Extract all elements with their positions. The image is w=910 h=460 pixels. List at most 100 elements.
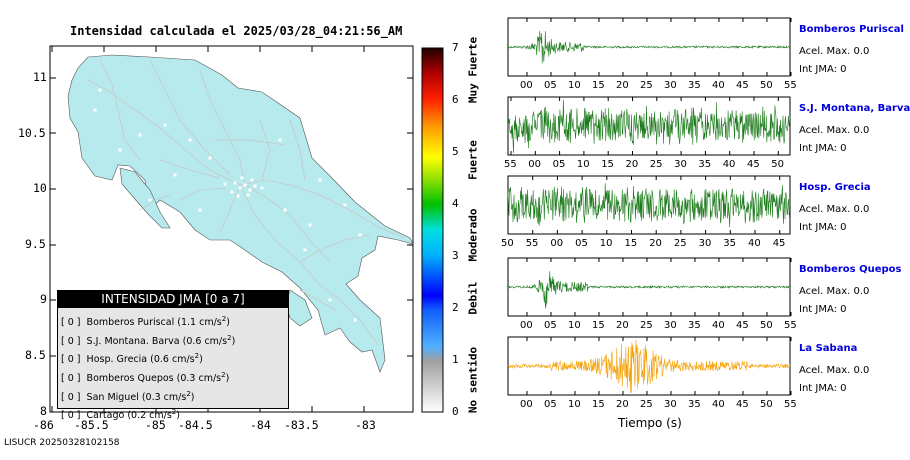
waveform-panel — [507, 336, 792, 396]
city-marker — [240, 176, 244, 180]
city-marker — [230, 190, 234, 194]
legend-level: [ 0 ] — [61, 335, 81, 347]
panel-tick-label: 25 — [640, 80, 653, 91]
city-marker — [188, 138, 192, 142]
city-marker — [173, 173, 177, 177]
city-marker — [260, 186, 264, 190]
footer-id: LISUCR 20250328102158 — [4, 438, 120, 448]
panel-tick-label: 10 — [568, 80, 581, 91]
station-accel: Acel. Max. 0.0 — [799, 365, 870, 376]
x-tick-label: -84 — [250, 418, 271, 432]
panel-tick-label: 05 — [552, 159, 566, 170]
city-marker — [236, 194, 240, 198]
panel-tick-label: 45 — [747, 159, 760, 170]
city-marker — [328, 298, 332, 302]
legend-station: Hosp. Grecia — [86, 354, 148, 366]
panel-tick-label: 05 — [544, 80, 557, 91]
panel-tick-label: 10 — [599, 238, 613, 249]
waveform-panels — [507, 17, 792, 396]
panel-tick-label: 40 — [748, 238, 761, 249]
legend-exponent: 2 — [221, 370, 226, 379]
city-marker — [233, 181, 237, 185]
panel-tick-label: 55 — [784, 320, 797, 331]
panel-tick-label: 05 — [544, 320, 557, 331]
intensity-legend: INTENSIDAD JMA [0 a 7] [ 0 ] Bomberos Pu… — [57, 290, 289, 421]
colorbar-level-label: Moderado — [466, 208, 480, 262]
panel-tick-label: 50 — [771, 159, 785, 170]
city-marker — [250, 178, 254, 182]
legend-level: [ 0 ] — [61, 354, 81, 366]
city-marker — [198, 208, 202, 212]
colorbar-gradient — [421, 47, 444, 413]
panel-tick-label: 25 — [673, 238, 687, 249]
city-marker — [138, 133, 142, 137]
waveform-trace — [507, 99, 791, 154]
intensity-colorbar — [421, 47, 444, 413]
road — [259, 119, 271, 181]
panel-tick-label: 55 — [504, 159, 517, 170]
waveform-trace — [507, 30, 791, 64]
waveform-panel — [507, 17, 792, 77]
city-marker — [368, 298, 372, 302]
panel-tick-label: 20 — [616, 80, 629, 91]
station-name: S.J. Montana, Barva — [799, 103, 910, 114]
y-tick-label: 8 — [40, 404, 47, 418]
waveform-trace — [507, 183, 791, 228]
station-accel: Acel. Max. 0.0 — [799, 125, 870, 136]
y-tick-label: 8.5 — [25, 348, 46, 362]
legend-station: Cartago — [86, 410, 125, 422]
station-name: Bomberos Quepos — [799, 264, 902, 275]
panel-tick-label: 35 — [688, 320, 701, 331]
road — [99, 59, 141, 161]
city-marker — [148, 198, 152, 202]
station-accel: Acel. Max. 0.0 — [799, 46, 870, 57]
colorbar-level-label: Fuerte — [466, 140, 480, 180]
city-marker — [246, 193, 250, 197]
panel-tick-label: 45 — [736, 399, 749, 410]
roads-layer — [87, 59, 406, 346]
panel-tick-label: 35 — [698, 159, 712, 170]
x-tick-label: -84.5 — [178, 418, 213, 432]
panel-tick-label: 40 — [712, 80, 725, 91]
panel-tick-label: 30 — [664, 80, 677, 91]
city-marker — [223, 182, 227, 186]
panel-tick-label: 00 — [520, 80, 533, 91]
panel-tick-label: 40 — [712, 399, 725, 410]
city-marker — [98, 88, 102, 92]
x-tick-label: -85 — [145, 418, 166, 432]
x-tick-label: -83.5 — [284, 418, 319, 432]
city-marker — [283, 208, 287, 212]
panel-tick-label: 45 — [736, 320, 749, 331]
station-name: Bomberos Puriscal — [799, 24, 904, 35]
road — [244, 184, 331, 263]
cities-layer — [93, 88, 372, 322]
colorbar-level-label: No sentido — [466, 346, 480, 414]
panel-tick-label: 20 — [625, 159, 639, 170]
legend-entry: [ 0 ] S.J. Montana. Barva (0.6 cm/s2) — [61, 333, 236, 347]
legend-value: (0.6 cm/s — [150, 354, 195, 366]
legend-entry: [ 0 ] Bomberos Puriscal (1.1 cm/s2) — [61, 315, 230, 329]
panel-tick-label: 25 — [640, 399, 653, 410]
city-marker — [343, 203, 347, 207]
panel-tick-label: 25 — [640, 320, 653, 331]
panel-tick-label: 15 — [624, 238, 638, 249]
colorbar-tick-label: 1 — [452, 353, 459, 366]
legend-value: (0.6 cm/s — [182, 335, 228, 347]
panel-tick-label: 40 — [712, 320, 725, 331]
y-tick-label: 10 — [33, 181, 47, 195]
station-jma: Int JMA: 0 — [799, 304, 847, 315]
city-marker — [163, 123, 167, 127]
panel-tick-label: 50 — [760, 80, 773, 91]
station-jma: Int JMA: 0 — [799, 383, 847, 394]
legend-entry: [ 0 ] Hosp. Grecia (0.6 cm/s2) — [61, 352, 203, 366]
panel-tick-label: 30 — [664, 320, 677, 331]
station-name: Hosp. Grecia — [799, 182, 871, 193]
panel-tick-label: 50 — [760, 320, 773, 331]
panel-tick-label: 25 — [649, 159, 663, 170]
panel-tick-label: 45 — [736, 80, 749, 91]
station-accel: Acel. Max. 0.0 — [799, 204, 870, 215]
road — [159, 159, 221, 179]
panel-tick-label: 50 — [501, 238, 514, 249]
city-marker — [278, 138, 282, 142]
